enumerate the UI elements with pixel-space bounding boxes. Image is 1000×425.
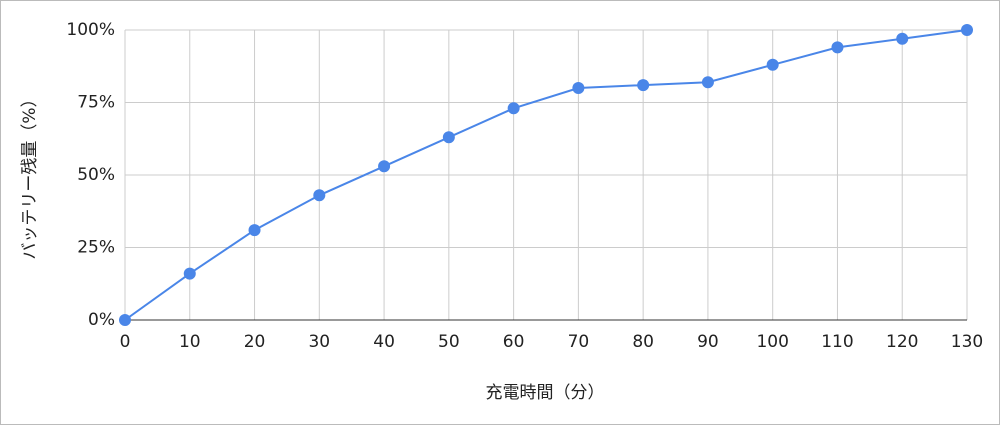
point [442, 131, 455, 144]
x-tick-label: 60 [503, 332, 525, 352]
point [701, 76, 714, 89]
x-tick-label: 90 [697, 332, 719, 352]
x-tick-label: 130 [951, 332, 983, 352]
x-tick-label: 70 [568, 332, 590, 352]
y-tick-label: 75% [77, 93, 115, 113]
x-tick-label: 120 [886, 332, 918, 352]
point [572, 82, 585, 94]
point [766, 58, 779, 71]
x-tick-label: 110 [821, 332, 853, 352]
y-tick-label: 100% [66, 20, 115, 40]
point [248, 224, 261, 237]
point [637, 79, 650, 92]
y-axis-label: バッテリー残量（%） [20, 90, 40, 259]
x-tick-label: 10 [179, 332, 201, 352]
x-tick-label: 20 [244, 332, 266, 352]
point [507, 102, 520, 115]
y-tick-label: 50% [77, 165, 115, 185]
point [896, 32, 909, 45]
point [313, 189, 326, 202]
line [124, 29, 968, 321]
x-tick-label: 80 [632, 332, 654, 352]
point [961, 24, 973, 36]
x-tick-label: 0 [120, 332, 131, 352]
x-axis-label: 充電時間（分） [486, 383, 605, 403]
point [119, 314, 131, 326]
x-tick-label: 50 [438, 332, 460, 352]
x-tick-label: 40 [373, 332, 395, 352]
x-tick-label: 100 [756, 332, 788, 352]
point [831, 41, 844, 54]
point [183, 267, 196, 280]
y-tick-label: 25% [77, 238, 115, 258]
point [378, 160, 391, 173]
x-tick-label: 30 [308, 332, 330, 352]
y-tick-label: 0% [88, 310, 115, 330]
